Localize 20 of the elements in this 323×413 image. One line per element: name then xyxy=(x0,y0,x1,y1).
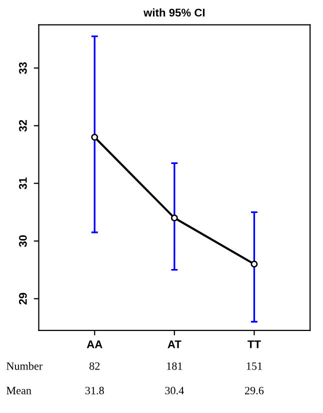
text: Number xyxy=(6,362,43,370)
data-label: 31.8 xyxy=(85,386,104,394)
text: 82 xyxy=(89,362,100,370)
y-tick-label: 30 xyxy=(18,235,27,247)
text: 151 xyxy=(246,362,262,370)
point xyxy=(170,214,178,222)
x-tick-label: AA xyxy=(86,340,102,348)
y-tick-label: 31 xyxy=(18,177,27,190)
chart-title: with 95% CI xyxy=(144,8,205,17)
data-label: 30.4 xyxy=(165,386,184,394)
point xyxy=(91,134,98,141)
text: Mean xyxy=(6,386,32,394)
y-tick-label: 33 xyxy=(18,62,27,74)
point xyxy=(250,260,258,268)
x-tick-label: TT xyxy=(248,340,261,348)
y-tick-label: 32 xyxy=(18,120,27,132)
x-tick-label: AT xyxy=(168,340,182,348)
y-tick-label: 29 xyxy=(18,292,27,304)
data-label: 29.6 xyxy=(244,386,264,394)
text: 181 xyxy=(167,362,182,370)
